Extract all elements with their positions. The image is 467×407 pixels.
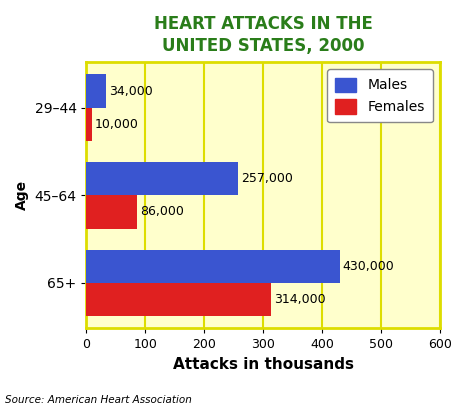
Text: 314,000: 314,000 — [275, 293, 326, 306]
Text: 10,000: 10,000 — [95, 118, 139, 131]
Text: 34,000: 34,000 — [109, 85, 153, 98]
Y-axis label: Age: Age — [15, 180, 29, 210]
Bar — [86, 283, 271, 316]
Text: 86,000: 86,000 — [140, 206, 184, 219]
Bar — [86, 74, 106, 108]
Bar — [86, 249, 340, 283]
Text: Source: American Heart Association: Source: American Heart Association — [5, 395, 191, 405]
Text: 430,000: 430,000 — [343, 260, 395, 273]
X-axis label: Attacks in thousands: Attacks in thousands — [173, 357, 354, 372]
Legend: Males, Females: Males, Females — [327, 69, 433, 123]
Bar — [86, 108, 92, 141]
Text: 257,000: 257,000 — [241, 172, 293, 185]
Bar — [86, 195, 137, 229]
Title: HEART ATTACKS IN THE
UNITED STATES, 2000: HEART ATTACKS IN THE UNITED STATES, 2000 — [154, 15, 373, 55]
Bar — [86, 162, 238, 195]
